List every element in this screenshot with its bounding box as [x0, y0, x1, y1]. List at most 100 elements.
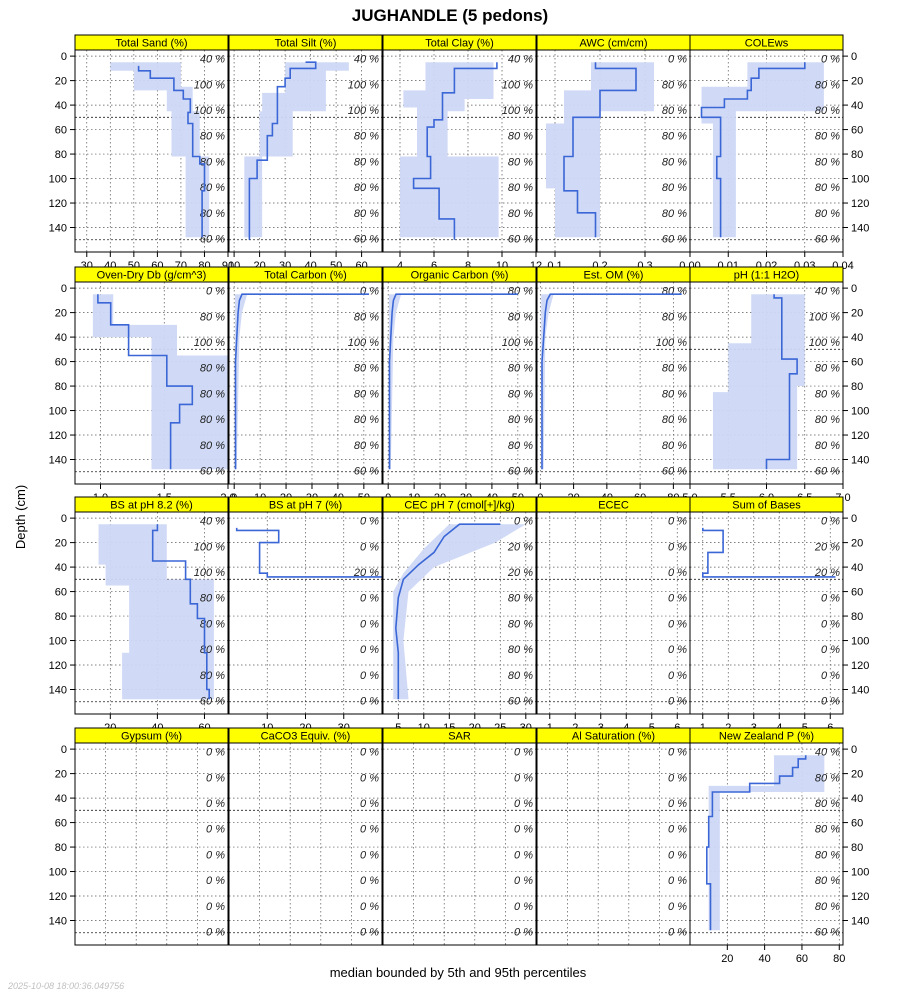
- data-percentage-label: 0 %: [821, 54, 840, 66]
- data-percentage-label: 100 %: [656, 337, 687, 349]
- data-percentage-label: 0 %: [360, 286, 379, 298]
- x-tick-label: 60: [796, 953, 808, 965]
- y-tick-label: 60: [851, 587, 863, 599]
- data-percentage-label: 40 %: [200, 54, 225, 66]
- y-tick-label: 60: [851, 125, 863, 137]
- y-tick-label: 120: [851, 891, 869, 903]
- panel-strip-label: AWC (cm/cm): [579, 38, 647, 50]
- y-tick-label: 20: [851, 769, 863, 781]
- data-percentage-label: 0 %: [360, 541, 379, 553]
- data-percentage-label: 60 %: [200, 696, 225, 708]
- data-percentage-label: 0 %: [360, 875, 379, 887]
- data-percentage-label: 80 %: [662, 388, 687, 400]
- data-percentage-label: 0 %: [821, 618, 840, 630]
- panel-strip-label: BS at pH 7 (%): [269, 500, 342, 512]
- data-percentage-label: 100 %: [194, 79, 225, 91]
- percentile-band: [400, 62, 499, 238]
- data-percentage-label: 0 %: [360, 849, 379, 861]
- data-percentage-label: 80 %: [815, 824, 840, 836]
- panel-frame: [382, 49, 537, 253]
- y-tick-label: 140: [851, 455, 869, 467]
- panel-frame: [382, 511, 537, 715]
- y-tick-label: 80: [851, 149, 863, 161]
- panel-frame: [228, 49, 383, 253]
- data-percentage-label: 60 %: [354, 466, 379, 478]
- data-percentage-label: 100 %: [194, 541, 225, 553]
- data-percentage-label: 80 %: [662, 363, 687, 375]
- data-percentage-label: 80 %: [815, 901, 840, 913]
- y-tick-label: 40: [55, 100, 67, 112]
- panel-strip-label: Organic Carbon (%): [411, 270, 509, 282]
- percentile-band: [388, 294, 402, 470]
- data-percentage-label: 80 %: [662, 79, 687, 91]
- panel-strip-label: Total Silt (%): [275, 38, 337, 50]
- data-percentage-label: 0 %: [514, 772, 533, 784]
- y-tick-label: 0: [851, 744, 857, 756]
- median-line: [97, 294, 194, 470]
- panel-strip-label: ECEC: [598, 500, 629, 512]
- y-tick-label: 100: [49, 636, 67, 648]
- y-tick-label: 120: [851, 198, 869, 210]
- data-percentage-label: 0 %: [360, 824, 379, 836]
- data-percentage-label: 100 %: [502, 337, 533, 349]
- data-percentage-label: 100 %: [348, 79, 379, 91]
- data-percentage-label: 0 %: [668, 927, 687, 939]
- data-percentage-label: 100 %: [194, 105, 225, 117]
- data-percentage-label: 0 %: [360, 644, 379, 656]
- data-percentage-label: 80 %: [662, 311, 687, 323]
- data-percentage-label: 0 %: [206, 849, 225, 861]
- panel-6: Total Carbon (%) 0 % 80 % 100 % 80 % 80 % 80 %…: [228, 266, 383, 504]
- data-percentage-label: 80 %: [200, 208, 225, 220]
- data-percentage-label: 80 %: [508, 414, 533, 426]
- panel-strip-label: Sum of Bases: [732, 500, 801, 512]
- panel-5: Oven-Dry Db (g/cm^3) 0 % 80 % 100 % 80 % 80 %…: [49, 266, 236, 504]
- data-percentage-label: 80 %: [200, 414, 225, 426]
- percentile-band: [244, 62, 349, 238]
- data-percentage-label: 100 %: [809, 337, 840, 349]
- data-percentage-label: 0 %: [206, 798, 225, 810]
- data-percentage-label: 0 %: [668, 54, 687, 66]
- x-tick-label: 6: [431, 260, 437, 272]
- data-percentage-label: 80 %: [815, 849, 840, 861]
- data-percentage-label: 80 %: [508, 388, 533, 400]
- median-line: [248, 61, 317, 240]
- data-percentage-label: 20 %: [507, 541, 533, 553]
- data-percentage-label: 80 %: [815, 875, 840, 887]
- median-line: [541, 293, 682, 470]
- data-percentage-label: 0 %: [821, 644, 840, 656]
- y-tick-label: 140: [851, 223, 869, 235]
- data-percentage-label: 80 %: [200, 156, 225, 168]
- data-percentage-label: 100 %: [348, 105, 379, 117]
- timestamp: 2025-10-08 18:00:36.049756: [7, 981, 124, 991]
- data-percentage-label: 0 %: [668, 772, 687, 784]
- data-percentage-label: 100 %: [194, 337, 225, 349]
- y-tick-label: 0: [851, 283, 857, 295]
- y-tick-label: 20: [851, 76, 863, 88]
- panel-strip-label: Est. OM (%): [584, 270, 644, 282]
- y-tick-label: 40: [851, 793, 863, 805]
- data-percentage-label: 80 %: [200, 182, 225, 194]
- data-percentage-label: 80 %: [815, 182, 840, 194]
- data-percentage-label: 60 %: [662, 466, 687, 478]
- y-tick-label: 120: [49, 198, 67, 210]
- data-percentage-label: 80 %: [508, 131, 533, 143]
- data-percentage-label: 80 %: [354, 388, 379, 400]
- panel-strip-label: CaCO3 Equiv. (%): [261, 731, 351, 743]
- y-tick-label: 0: [61, 283, 67, 295]
- panel-18: Al Saturation (%) 0 % 0 % 0 % 0 % 0 % 0 % 0 % 0 …: [536, 727, 691, 946]
- data-percentage-label: 80 %: [508, 440, 533, 452]
- y-tick-label: 20: [851, 538, 863, 550]
- data-percentage-label: 80 %: [662, 182, 687, 194]
- data-percentage-label: 0 %: [821, 696, 840, 708]
- y-tick-label: 80: [851, 611, 863, 623]
- data-percentage-label: 20 %: [507, 567, 533, 579]
- data-percentage-label: 0 %: [668, 798, 687, 810]
- data-percentage-label: 60 %: [508, 466, 533, 478]
- data-percentage-label: 80 %: [508, 670, 533, 682]
- data-percentage-label: 0 %: [668, 747, 687, 759]
- panel-7: Organic Carbon (%) 80 % 80 % 100 % 80 % 80 % 8…: [382, 266, 537, 504]
- data-percentage-label: 0 %: [668, 670, 687, 682]
- panel-frame: [228, 742, 383, 946]
- data-percentage-label: 60 %: [200, 466, 225, 478]
- y-tick-label: 40: [55, 793, 67, 805]
